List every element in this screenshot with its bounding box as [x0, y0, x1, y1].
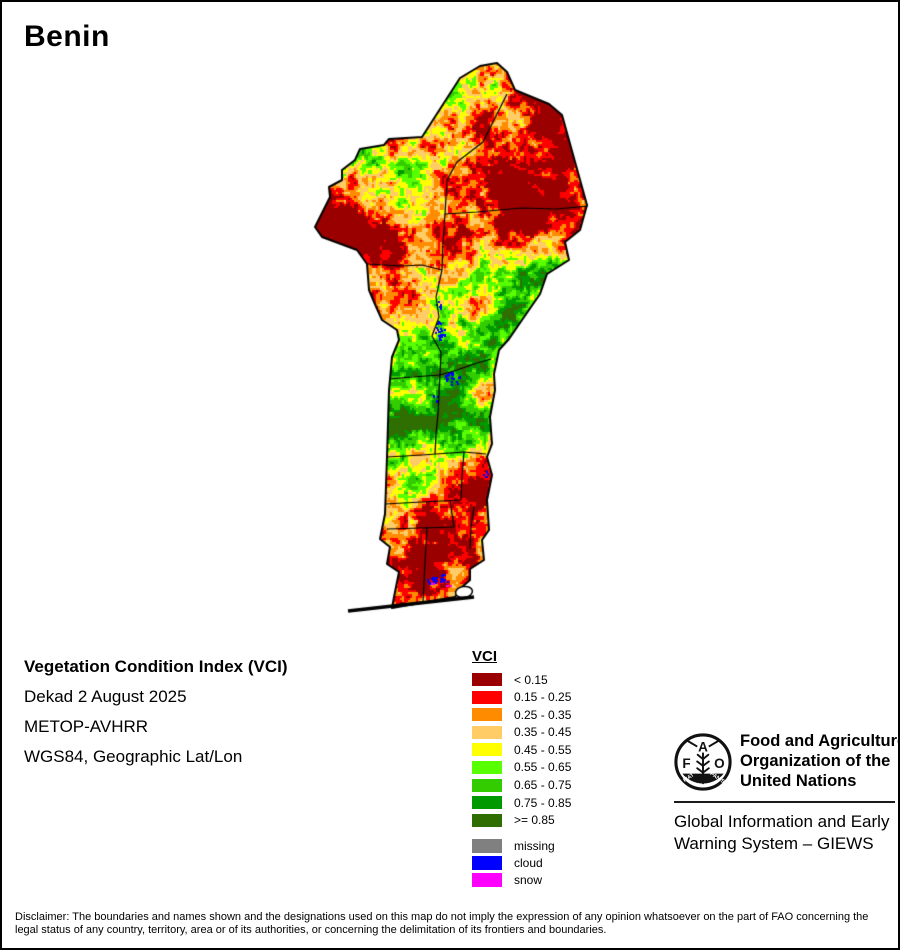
legend-swatch: [472, 760, 502, 774]
fao-org-name: Food and Agriculture Organization of the…: [740, 731, 900, 791]
legend-swatch: [472, 855, 502, 870]
legend-label: snow: [514, 872, 543, 887]
legend-row: < 0.15: [472, 672, 571, 687]
legend-extra-rows: missing cloud snow: [472, 838, 571, 887]
fao-org-name-line: Food and Agriculture: [740, 732, 900, 750]
legend-swatch: [472, 813, 502, 827]
legend-row: snow: [472, 872, 571, 887]
giews-label-line: Warning System – GIEWS: [674, 834, 874, 853]
legend-row: 0.25 - 0.35: [472, 707, 572, 722]
legend-row: cloud: [472, 855, 571, 870]
legend-vci-rows: < 0.15 0.15 - 0.25 0.25 - 0.35 0.35 - 0.…: [472, 673, 571, 827]
legend-swatch: [472, 796, 502, 810]
giews-label: Global Information and Early Warning Sys…: [674, 811, 889, 855]
legend-label: 0.45 - 0.55: [514, 742, 572, 757]
legend-label: 0.75 - 0.85: [514, 795, 572, 810]
legend-label: cloud: [514, 855, 543, 870]
fao-motto-left: FIAT: [682, 772, 696, 784]
legend-label: 0.25 - 0.35: [514, 707, 572, 722]
legend-swatch: [472, 872, 502, 887]
giews-label-line: Global Information and Early: [674, 812, 890, 831]
page-title: Benin: [24, 20, 110, 53]
giews-divider: [674, 801, 895, 803]
fao-logo-letter-o: O: [714, 756, 725, 771]
legend-swatch: [472, 743, 502, 757]
map-dekad-date: Dekad 2 August 2025: [24, 687, 187, 706]
fao-logo-letter-a: A: [698, 739, 708, 754]
legend-swatch: [472, 708, 502, 722]
legend-row: 0.15 - 0.25: [472, 690, 572, 705]
map-sensor: METOP-AVHRR: [24, 717, 149, 736]
legend-swatch: [472, 673, 502, 686]
legend-row: 0.55 - 0.65: [472, 760, 572, 775]
map-info-block: Vegetation Condition Index (VCI) Dekad 2…: [24, 652, 288, 772]
legend-row: 0.75 - 0.85: [472, 795, 572, 810]
fao-org-name-line: Organization of the: [740, 752, 891, 770]
legend-label: 0.35 - 0.45: [514, 725, 572, 740]
legend-label: < 0.15: [514, 672, 548, 687]
legend-swatch: [472, 725, 502, 739]
fao-logo-letter-f: F: [682, 756, 690, 771]
legend-label: >= 0.85: [514, 813, 555, 828]
legend-row: 0.35 - 0.45: [472, 725, 572, 740]
wheat-icon: [696, 752, 710, 785]
fao-logo-icon: A F O FIAT PANIS: [674, 733, 732, 791]
map-index-name: Vegetation Condition Index (VCI): [24, 657, 288, 676]
legend-row: >= 0.85: [472, 813, 571, 828]
disclaimer-text: Disclaimer: The boundaries and names sho…: [15, 911, 869, 936]
legend-swatch: [472, 838, 502, 853]
benin-vci-raster-map: [302, 52, 602, 622]
legend-title: VCI: [472, 648, 498, 665]
legend: VCI < 0.15 0.15 - 0.25 0.25 - 0.35 0.35 …: [472, 648, 571, 890]
legend-label: 0.65 - 0.75: [514, 778, 572, 793]
legend-label: 0.15 - 0.25: [514, 690, 572, 705]
legend-row: 0.65 - 0.75: [472, 778, 572, 793]
map-projection: WGS84, Geographic Lat/Lon: [24, 747, 243, 766]
legend-swatch: [472, 690, 502, 704]
legend-swatch: [472, 778, 502, 792]
legend-label: 0.55 - 0.65: [514, 760, 572, 775]
legend-row: 0.45 - 0.55: [472, 742, 572, 757]
fao-org-name-line: United Nations: [740, 772, 857, 790]
legend-row: missing: [472, 838, 571, 853]
legend-label: missing: [514, 838, 555, 853]
